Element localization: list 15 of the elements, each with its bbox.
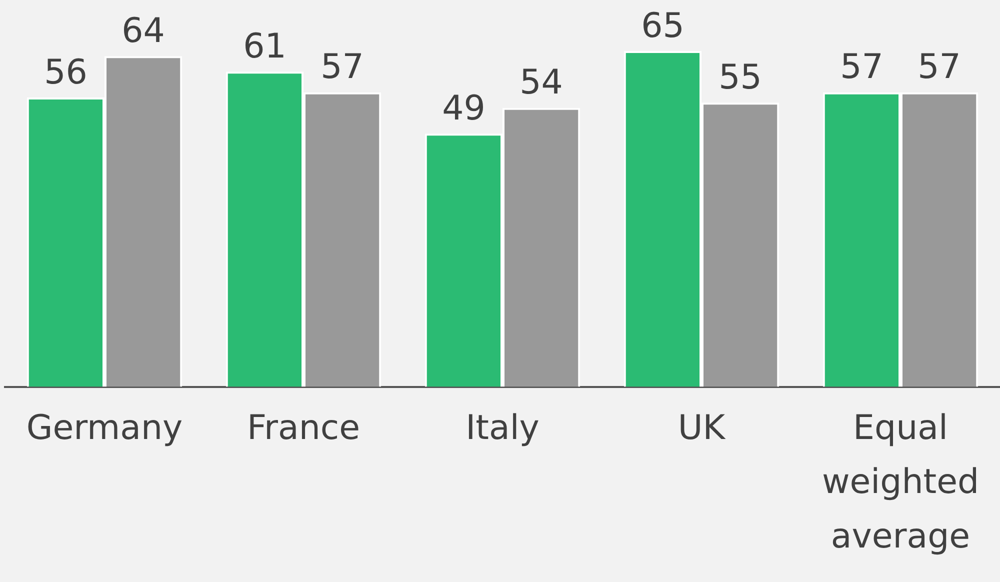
x-tick-label: UK: [678, 408, 727, 448]
x-tick-label: Equal weighted average: [822, 408, 980, 557]
data-label: 55: [718, 57, 762, 98]
data-label: 57: [320, 47, 364, 88]
data-label: 49: [442, 88, 486, 128]
data-label: 65: [641, 6, 684, 46]
x-tick-label: France: [246, 408, 360, 448]
data-label: 61: [243, 26, 286, 66]
data-label: 54: [520, 62, 563, 103]
data-label: 56: [44, 52, 88, 92]
x-tick-label: Italy: [466, 408, 540, 448]
x-tick-label: Germany: [26, 408, 183, 448]
data-label: 57: [918, 47, 961, 88]
data-label: 57: [840, 47, 884, 88]
data-label: 64: [122, 10, 165, 51]
